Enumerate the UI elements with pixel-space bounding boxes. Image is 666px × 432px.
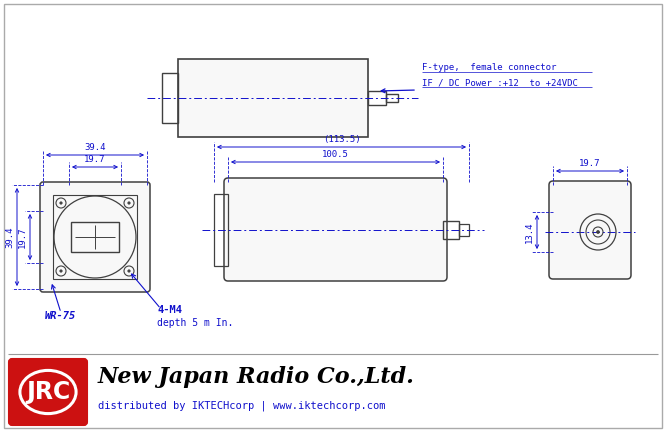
Bar	[459, 223, 469, 235]
Text: 39.4: 39.4	[5, 226, 14, 248]
Text: IF / DC Power :+12  to +24VDC: IF / DC Power :+12 to +24VDC	[422, 78, 578, 87]
Text: depth 5 m In.: depth 5 m In.	[157, 318, 233, 328]
Text: 19.7: 19.7	[18, 226, 27, 248]
Text: 39.4: 39.4	[85, 143, 106, 152]
Text: 19.7: 19.7	[579, 159, 601, 168]
Text: 4-M4: 4-M4	[157, 305, 182, 315]
Text: 100.5: 100.5	[322, 150, 349, 159]
Circle shape	[597, 231, 599, 234]
Text: distributed by IKTECHcorp | www.iktechcorp.com: distributed by IKTECHcorp | www.iktechco…	[98, 401, 386, 411]
Bar	[368, 91, 386, 105]
FancyBboxPatch shape	[9, 359, 87, 425]
Bar	[178, 59, 368, 137]
FancyBboxPatch shape	[224, 178, 447, 281]
FancyBboxPatch shape	[40, 182, 150, 292]
Text: 13.4: 13.4	[525, 221, 534, 243]
Bar	[53, 195, 137, 279]
Text: JRC: JRC	[26, 380, 70, 404]
Bar	[386, 94, 398, 102]
Circle shape	[128, 202, 130, 204]
Text: (113.5): (113.5)	[323, 135, 360, 144]
Circle shape	[128, 270, 130, 272]
Text: WR-75: WR-75	[45, 311, 76, 321]
Text: New Japan Radio Co.,Ltd.: New Japan Radio Co.,Ltd.	[98, 366, 415, 388]
Bar	[71, 222, 119, 252]
Bar	[443, 220, 459, 238]
FancyBboxPatch shape	[549, 181, 631, 279]
Text: 19.7: 19.7	[85, 155, 106, 164]
Bar	[214, 194, 228, 266]
Text: F-type,  female connector: F-type, female connector	[422, 63, 556, 72]
Circle shape	[60, 270, 62, 272]
Circle shape	[60, 202, 62, 204]
Bar	[162, 73, 178, 123]
